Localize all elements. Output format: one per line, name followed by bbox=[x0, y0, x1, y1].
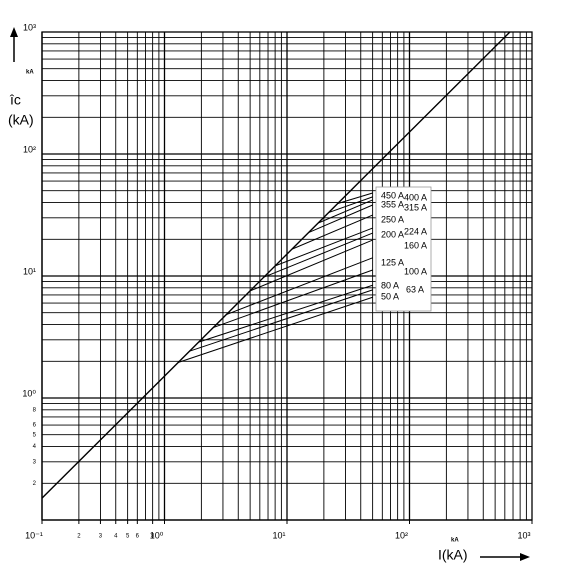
legend-label: 450 A bbox=[381, 190, 404, 200]
x-tick-label: 4 bbox=[114, 534, 118, 540]
fuse-line bbox=[263, 232, 373, 278]
x-tick-label: 5 bbox=[126, 534, 130, 540]
x-tick-label: 6 bbox=[136, 534, 140, 540]
x-tick-label: 10² bbox=[395, 530, 408, 540]
y-tick-label: 5 bbox=[33, 432, 37, 438]
y-tick-label: 10¹ bbox=[23, 266, 36, 276]
legend-label: 125 A bbox=[381, 257, 404, 267]
legend-label: 80 A bbox=[381, 280, 399, 290]
fuse-line bbox=[189, 289, 373, 352]
legend-label: 250 A bbox=[381, 214, 404, 224]
label-box bbox=[375, 186, 432, 312]
fuse-line bbox=[328, 196, 373, 213]
y-tick-label: 10⁰ bbox=[22, 388, 36, 398]
y-tick-label: 10³ bbox=[23, 22, 36, 32]
y-unit-small: kA bbox=[26, 70, 34, 76]
legend-label: 315 A bbox=[404, 202, 427, 212]
fuse-line bbox=[337, 192, 373, 204]
x-arrow-head bbox=[520, 553, 530, 561]
fuse-line bbox=[291, 214, 373, 250]
legend-label: 160 A bbox=[404, 240, 427, 250]
x-tick-label: 10⁻¹ bbox=[25, 530, 43, 540]
x-tick-label: 2 bbox=[77, 534, 81, 540]
x-tick-label: 10⁰ bbox=[150, 530, 164, 540]
legend-label: 355 A bbox=[381, 199, 404, 209]
y-arrow-head bbox=[10, 27, 18, 37]
y-tick-label: 6 bbox=[33, 423, 37, 429]
fuse-line bbox=[274, 227, 373, 267]
legend-label: 200 A bbox=[381, 229, 404, 239]
y-tick-label: 4 bbox=[33, 444, 37, 450]
x-axis-label: I(kA) bbox=[438, 547, 468, 563]
x-tick-label: 3 bbox=[99, 534, 103, 540]
fuse-line bbox=[178, 296, 373, 363]
legend-label: 400 A bbox=[404, 192, 427, 202]
y-tick-label: 2 bbox=[33, 481, 37, 487]
legend-label: 100 A bbox=[404, 266, 427, 276]
y-axis-unit: (kA) bbox=[8, 112, 34, 128]
legend-label: 50 A bbox=[381, 291, 399, 301]
x-tick-label: 10³ bbox=[517, 530, 530, 540]
fuse-line bbox=[213, 269, 373, 329]
fuse-line bbox=[226, 257, 373, 316]
x-tick-label: 8 bbox=[151, 534, 155, 540]
fuse-line bbox=[318, 199, 373, 224]
x-tick-label: 10¹ bbox=[272, 530, 285, 540]
y-tick-label: 8 bbox=[33, 407, 37, 413]
x-unit-small: kA bbox=[451, 538, 459, 544]
y-tick-label: 3 bbox=[33, 459, 37, 465]
y-tick-label: 10² bbox=[23, 144, 36, 154]
fuse-line bbox=[308, 204, 373, 234]
fuse-line bbox=[198, 284, 373, 343]
legend-label: 224 A bbox=[404, 226, 427, 236]
legend-label: 63 A bbox=[406, 284, 424, 294]
y-axis-label: îc bbox=[9, 92, 21, 108]
fuse-line bbox=[249, 239, 373, 292]
